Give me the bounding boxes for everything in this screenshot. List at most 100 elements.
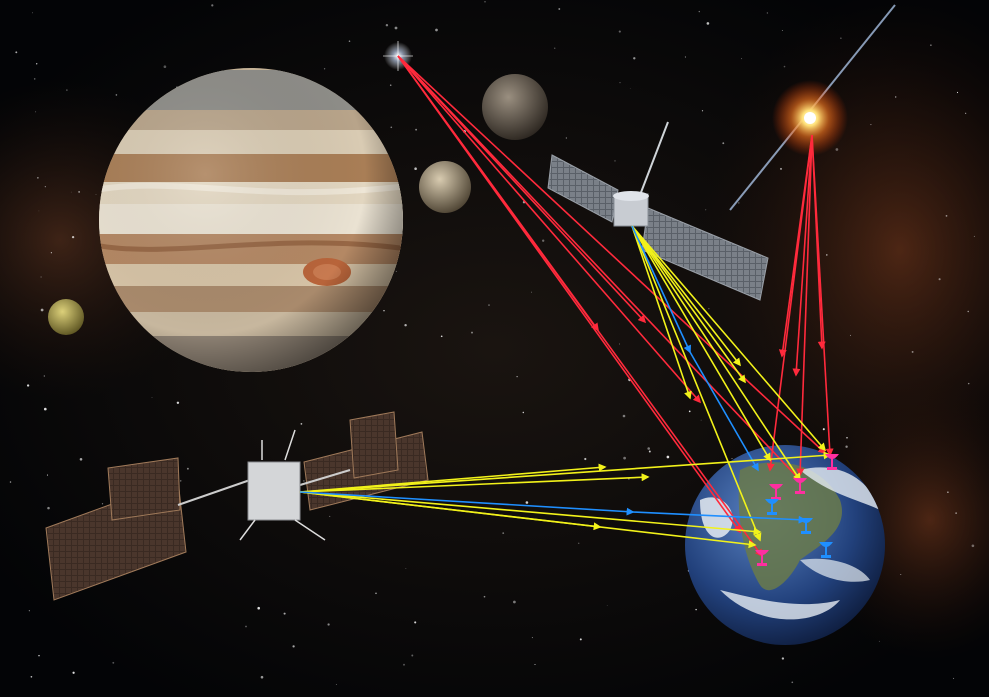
star	[435, 28, 438, 32]
relay-link-probe	[299, 491, 602, 531]
radio-source-link-star	[397, 55, 702, 404]
star	[404, 323, 407, 327]
ranging-link-juice	[631, 225, 691, 354]
juice-spacecraft	[547, 121, 769, 301]
star	[973, 235, 975, 237]
star	[870, 124, 872, 126]
solar-array-top-left	[107, 457, 181, 521]
star	[95, 194, 97, 195]
solar-array-left	[547, 154, 619, 223]
star	[300, 423, 303, 425]
star	[40, 276, 42, 278]
relay-link-juice	[631, 225, 827, 452]
star	[766, 12, 769, 14]
star	[403, 663, 405, 666]
star	[411, 654, 414, 657]
radio-source-link-quasar	[766, 134, 813, 472]
star	[414, 621, 417, 624]
star	[502, 532, 505, 534]
ground-station-antenna	[769, 484, 783, 500]
star	[967, 382, 970, 385]
star	[531, 637, 533, 639]
star	[945, 215, 948, 217]
star	[414, 167, 417, 170]
star	[30, 675, 33, 678]
relay-link-probe	[299, 473, 650, 493]
star	[542, 239, 545, 242]
signal-links	[299, 55, 834, 558]
star	[666, 455, 670, 459]
star	[513, 600, 516, 604]
star	[483, 595, 486, 598]
star	[614, 160, 616, 162]
star	[292, 645, 295, 648]
relay-link-juice	[631, 225, 741, 367]
star	[36, 63, 38, 65]
star	[840, 37, 842, 39]
star	[394, 26, 398, 30]
star	[348, 40, 351, 42]
ground-station-antenna	[819, 542, 833, 558]
star	[471, 331, 473, 334]
ranging-link-juice	[689, 351, 759, 472]
star	[440, 335, 443, 338]
star	[72, 671, 75, 674]
star	[878, 640, 880, 642]
star	[731, 457, 733, 460]
star	[26, 384, 30, 387]
star	[37, 177, 39, 179]
star	[606, 605, 608, 607]
callisto	[482, 74, 548, 140]
radio-source-link-star	[397, 55, 802, 482]
star	[44, 186, 46, 188]
star	[383, 309, 385, 312]
star	[826, 254, 828, 256]
ranging-link-probe	[299, 491, 635, 516]
relay-link-juice	[631, 225, 801, 482]
star	[695, 608, 697, 611]
ganymede	[419, 161, 471, 213]
star	[50, 252, 52, 254]
star	[741, 58, 743, 60]
star	[66, 89, 68, 91]
spacecraft-bus	[247, 461, 301, 521]
star	[112, 661, 115, 664]
star	[781, 657, 785, 660]
star	[516, 375, 518, 378]
starfield	[9, 1, 975, 685]
star	[623, 456, 626, 460]
star	[79, 458, 83, 461]
star	[633, 57, 636, 60]
star	[967, 310, 969, 313]
star	[70, 191, 72, 193]
ranging-link-probe	[632, 511, 807, 524]
star	[708, 308, 710, 310]
star	[43, 407, 47, 411]
radio-source-link-star	[397, 55, 827, 455]
star	[484, 1, 486, 3]
star	[647, 447, 650, 450]
star	[554, 47, 556, 49]
star	[245, 625, 247, 628]
star	[327, 623, 330, 626]
star	[389, 84, 392, 86]
star	[38, 654, 40, 657]
ground-station-antennas	[755, 454, 839, 566]
star	[405, 568, 407, 569]
relay-link-juice	[631, 225, 762, 542]
star	[783, 65, 786, 68]
star	[151, 397, 153, 398]
star	[965, 112, 967, 114]
star	[956, 91, 959, 94]
star	[565, 137, 567, 139]
star	[283, 612, 286, 615]
star	[938, 278, 941, 281]
star	[705, 209, 707, 211]
star	[911, 350, 914, 353]
relay-link-probe	[299, 451, 832, 493]
star	[115, 94, 118, 96]
ground-station-antenna	[793, 478, 807, 494]
star	[522, 411, 525, 414]
star	[835, 148, 839, 151]
star	[781, 30, 783, 31]
